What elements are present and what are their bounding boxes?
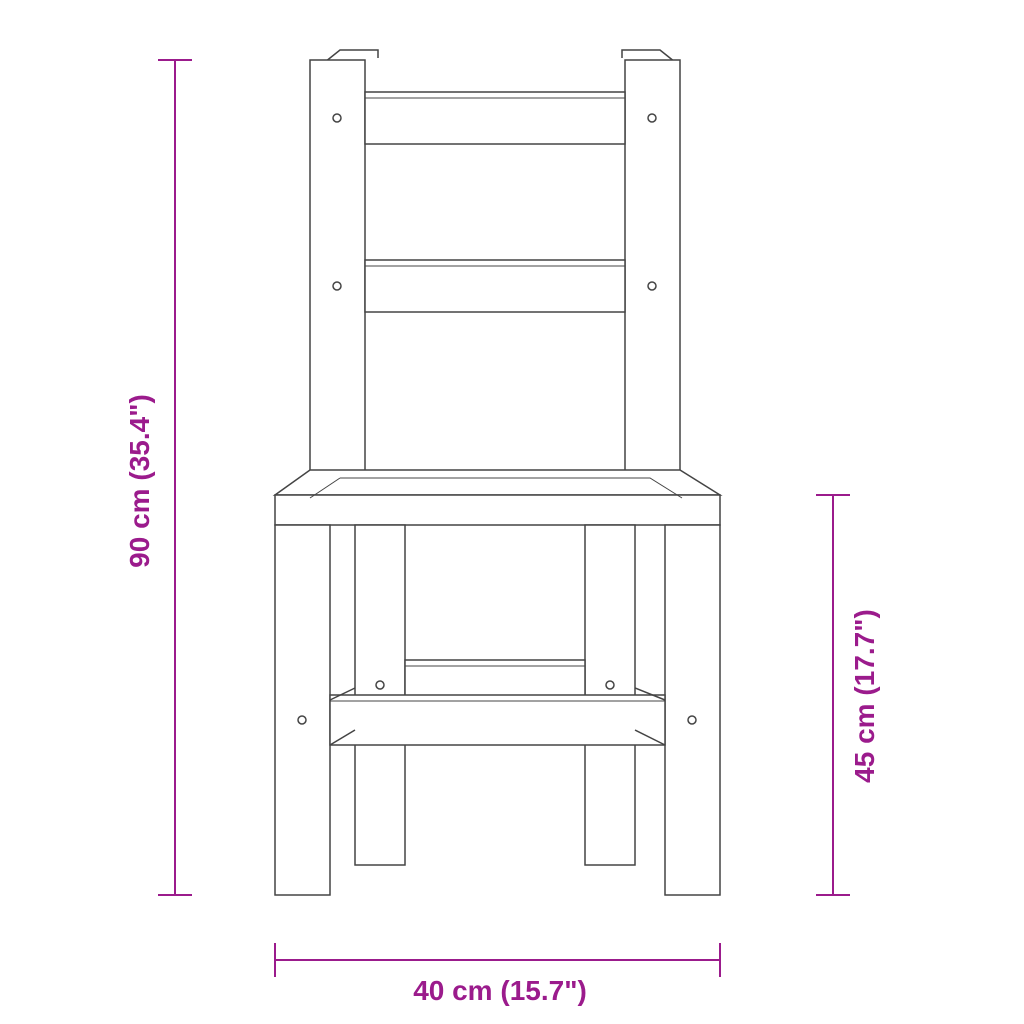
seat-height-label: 45 cm (17.7") — [849, 586, 881, 806]
seat-height-in: (17.7") — [849, 609, 880, 695]
height-cm: 90 cm — [124, 488, 155, 567]
width-label: 40 cm (15.7") — [380, 975, 620, 1007]
seat-height-cm: 45 cm — [849, 703, 880, 782]
diagram-container: 90 cm (35.4") 45 cm (17.7") 40 cm (15.7"… — [0, 0, 1024, 1024]
width-cm: 40 cm — [413, 975, 492, 1006]
width-in: (15.7") — [500, 975, 586, 1006]
height-in: (35.4") — [124, 394, 155, 480]
height-label: 90 cm (35.4") — [124, 371, 156, 591]
